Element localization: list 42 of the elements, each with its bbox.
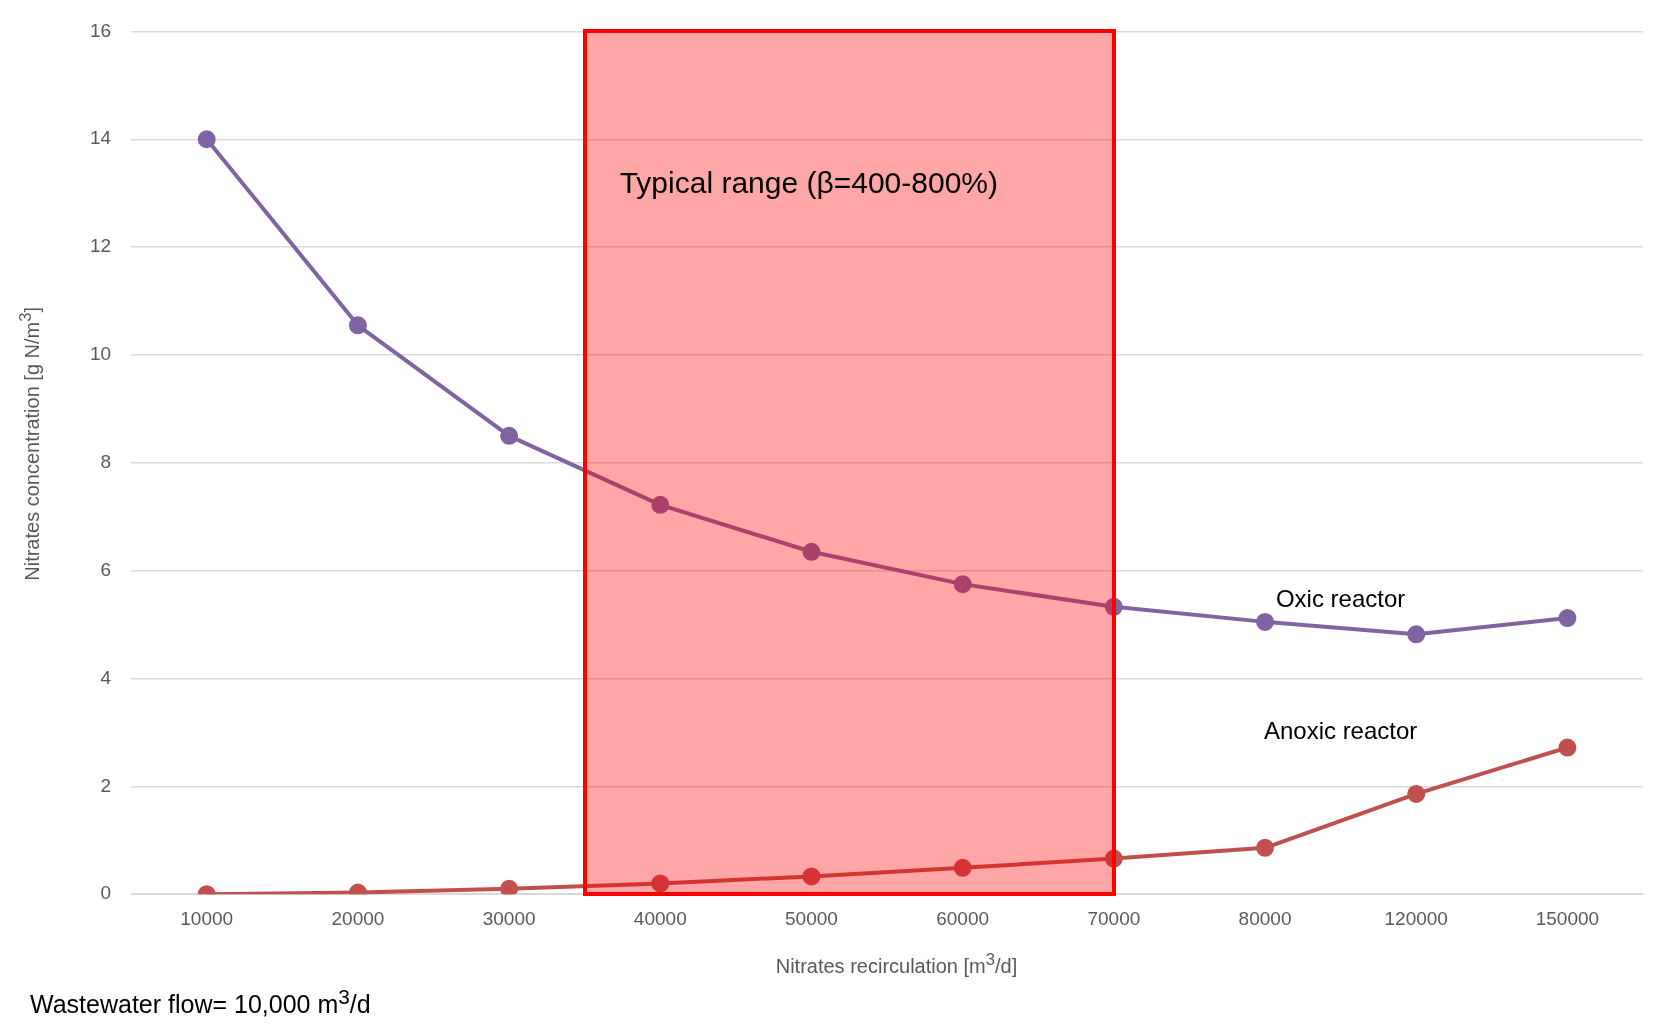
point [500, 426, 519, 445]
series-label: Oxic reactor [1275, 584, 1406, 612]
y-tick-label: 0 [100, 882, 112, 904]
y-tick-label: 8 [100, 451, 112, 473]
x-tick-label: 60000 [936, 907, 990, 929]
point [802, 867, 821, 886]
x-tick-label: 150000 [1535, 907, 1600, 929]
y-tick-label: 14 [89, 127, 112, 149]
point [1558, 609, 1577, 628]
point [1256, 838, 1275, 857]
x-tick-label: 70000 [1087, 907, 1141, 929]
x-tick-label: 50000 [785, 907, 838, 929]
y-tick-label: 10 [89, 343, 112, 365]
x-tick-label: 30000 [482, 907, 536, 929]
point [651, 874, 670, 893]
point [1104, 849, 1123, 868]
point [348, 316, 367, 335]
point [197, 130, 216, 149]
x-tick-label: 40000 [633, 907, 687, 929]
series-label: Anoxic reactor [1263, 717, 1418, 745]
point [953, 575, 972, 594]
point [1256, 612, 1275, 631]
point [802, 542, 821, 561]
x-tick-label: 10000 [180, 907, 234, 929]
point [1407, 784, 1426, 803]
y-tick-label: 16 [89, 19, 112, 41]
y-tick-label: 6 [100, 558, 112, 580]
point [1407, 625, 1426, 644]
point [953, 858, 972, 877]
point [651, 495, 670, 514]
x-tick-label: 20000 [331, 907, 385, 929]
y-tick-label: 2 [100, 774, 112, 796]
point [1558, 738, 1577, 757]
text: Wastewater flow= 10,000 m$^{3}$/d [30, 985, 371, 1020]
y-tick-label: 12 [89, 235, 112, 257]
x-tick-label: 80000 [1238, 907, 1292, 929]
x-tick-label: 120000 [1384, 907, 1448, 929]
y-tick-label: 4 [100, 666, 112, 688]
annotation: Typical range (β=400-800%) [619, 166, 998, 201]
point [1104, 597, 1123, 616]
x-axis-title: Nitrates recirculation [m$^{3}$/d] [774, 950, 1019, 978]
point [500, 879, 519, 895]
